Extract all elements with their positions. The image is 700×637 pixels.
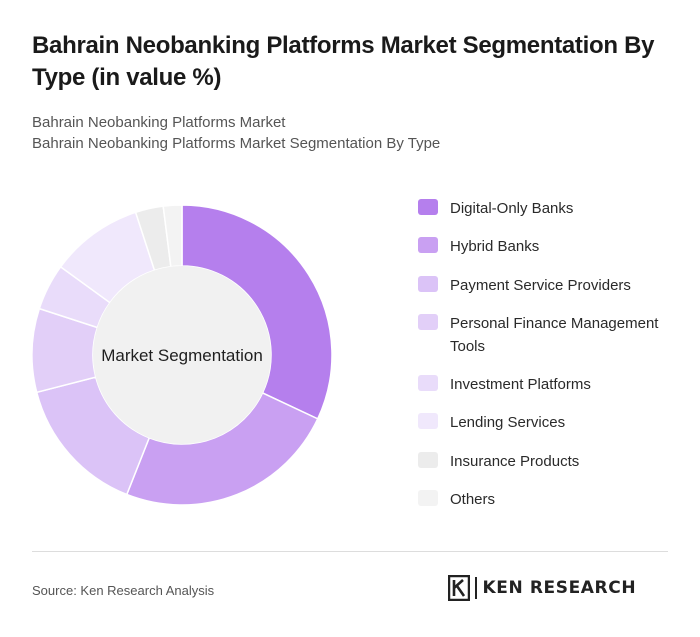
legend-label: Investment Platforms (450, 376, 591, 393)
ken-research-logo-text: KEN RESEARCH (482, 578, 637, 598)
donut-center (93, 266, 271, 444)
legend-label: Insurance Products (450, 453, 580, 470)
chart-subtitle-segmentation: Bahrain Neobanking Platforms Market Segm… (32, 135, 441, 152)
ken-research-logo: KEN RESEARCH (448, 575, 636, 601)
logo-separator (475, 577, 477, 599)
legend-item[interactable]: Payment Service Providers (418, 274, 670, 297)
legend-label: Others (450, 491, 496, 508)
legend-item[interactable]: Others (418, 488, 670, 511)
ken-research-logo-icon (448, 575, 470, 601)
legend-item[interactable]: Insurance Products (418, 450, 670, 473)
legend-item[interactable]: Lending Services (418, 411, 670, 434)
legend-label: Hybrid Banks (450, 238, 540, 255)
legend-swatch (418, 237, 438, 253)
chart-title: Bahrain Neobanking Platforms Market Segm… (32, 32, 655, 91)
legend-item[interactable]: Investment Platforms (418, 373, 670, 396)
legend-swatch (418, 490, 438, 506)
legend-item[interactable]: Personal Finance Management Tools (418, 312, 670, 358)
legend-item[interactable]: Digital-Only Banks (418, 197, 670, 220)
legend-label: Lending Services (450, 414, 566, 431)
legend-swatch (418, 199, 438, 215)
legend-label: Payment Service Providers (450, 277, 631, 294)
legend-swatch (418, 375, 438, 391)
source-note: Source: Ken Research Analysis (32, 583, 215, 598)
donut-center-label: Market Segmentation (101, 346, 263, 365)
legend-swatch (418, 276, 438, 292)
footer-divider (32, 551, 668, 552)
chart-subtitle-market: Bahrain Neobanking Platforms Market (32, 114, 286, 131)
legend-label: Digital-Only Banks (450, 200, 574, 217)
legend-item[interactable]: Hybrid Banks (418, 235, 670, 258)
legend-swatch (418, 314, 438, 330)
donut-chart: Market Segmentation (31, 204, 333, 506)
legend-swatch (418, 452, 438, 468)
legend-swatch (418, 413, 438, 429)
legend-label: Personal Finance Management Tools (450, 315, 659, 355)
